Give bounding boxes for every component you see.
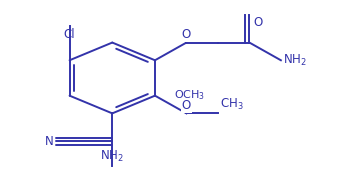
Text: O: O — [182, 99, 191, 112]
Text: OCH$_3$: OCH$_3$ — [174, 89, 206, 102]
Text: NH$_2$: NH$_2$ — [283, 53, 307, 68]
Text: N: N — [45, 135, 54, 148]
Text: CH$_3$: CH$_3$ — [220, 97, 244, 112]
Text: O: O — [253, 16, 262, 29]
Text: O: O — [182, 28, 191, 41]
Text: Cl: Cl — [64, 28, 75, 41]
Text: NH$_2$: NH$_2$ — [100, 149, 124, 164]
